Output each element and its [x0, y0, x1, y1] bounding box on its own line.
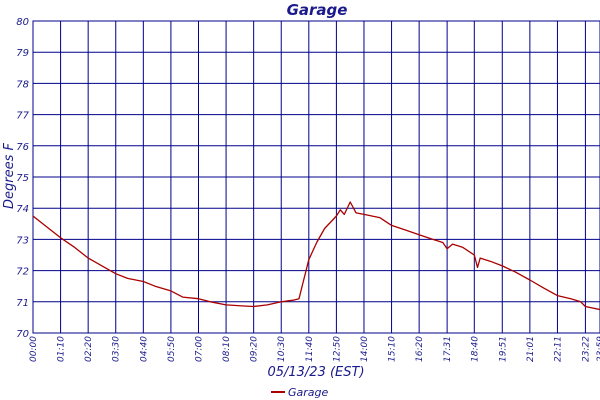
x-tick-label: 18:40	[470, 336, 480, 362]
y-tick-label: 79	[16, 48, 29, 59]
y-tick-label: 78	[16, 79, 29, 90]
x-tick-label: 11:40	[305, 336, 315, 362]
x-tick-label: 19:51	[498, 336, 508, 362]
x-tick-label: 15:10	[388, 336, 398, 362]
x-tick-label: 07:00	[194, 336, 204, 362]
y-tick-label: 73	[16, 235, 29, 246]
x-tick-label: 14:00	[360, 336, 370, 362]
y-tick-label: 75	[16, 173, 29, 184]
x-tick-label: 23:59	[596, 336, 600, 362]
y-tick-label: 77	[16, 111, 29, 122]
x-tick-label: 00:00	[29, 336, 39, 362]
x-tick-label: 22:11	[553, 336, 563, 362]
series-layer	[32, 201, 600, 311]
gridlines	[32, 20, 600, 334]
x-tick-label: 09:20	[250, 336, 260, 362]
x-tick-label: 04:40	[139, 336, 149, 362]
y-tick-label: 76	[16, 142, 29, 153]
x-axis-label: 05/13/23 (EST)	[267, 365, 364, 380]
x-tick-label: 01:10	[57, 336, 67, 362]
x-tick-label: 02:20	[84, 336, 94, 362]
x-tick-label: 12:50	[332, 336, 342, 362]
y-tick-label: 72	[16, 267, 29, 278]
y-tick-label: 70	[16, 329, 29, 340]
y-tick-label: 74	[16, 204, 29, 215]
y-tick-label: 80	[16, 17, 29, 28]
x-tick-label: 10:30	[277, 336, 287, 362]
x-tick-label: 21:01	[526, 336, 536, 362]
x-tick-label: 16:20	[415, 336, 425, 362]
chart-title: Garage	[287, 1, 348, 19]
series-line-garage	[32, 201, 600, 311]
x-tick-label: 03:30	[112, 336, 122, 362]
x-tick-label: 17:31	[443, 336, 453, 362]
y-axis-title: Degrees F	[2, 142, 17, 209]
x-tick-label: 05:50	[167, 336, 177, 362]
x-tick-labels: 00:00 01:10 02:20 03:30 04:40 05:50 07:00 08:10…	[29, 336, 600, 362]
y-tick-label: 71	[16, 298, 29, 309]
x-tick-label: 23:22	[581, 336, 591, 362]
x-tick-label: 08:10	[222, 336, 232, 362]
plot-area-frame	[32, 20, 600, 334]
legend-item-garage: Garage	[288, 386, 329, 399]
legend: Garage	[271, 386, 329, 399]
y-axis-label: Degrees F	[2, 142, 17, 209]
y-tick-labels: 70 71 72 73 74 75 76 77 78 79 80	[16, 17, 29, 340]
